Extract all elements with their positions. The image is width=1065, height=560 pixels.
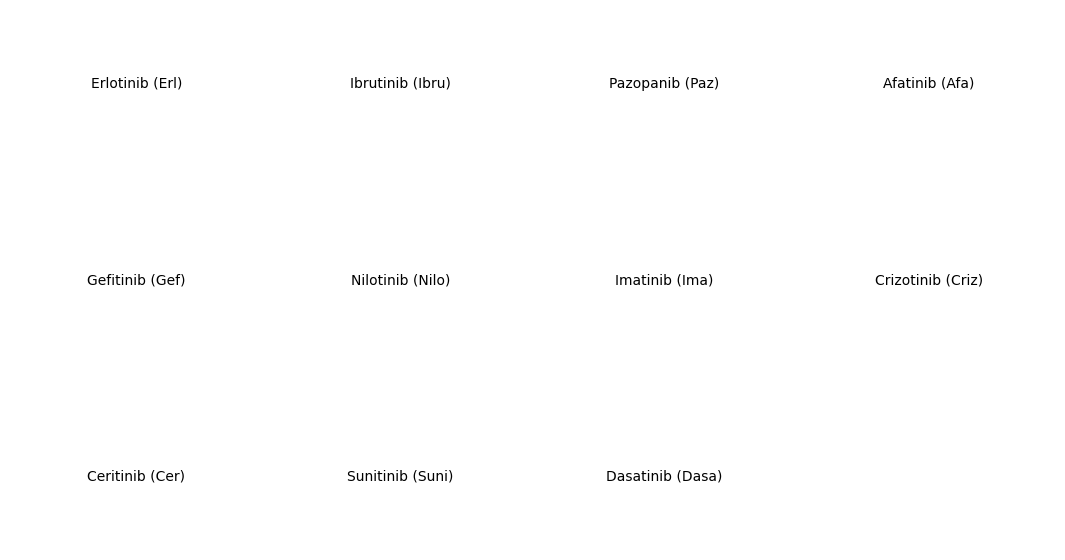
Text: Afatinib (Afa): Afatinib (Afa) bbox=[883, 77, 974, 91]
Text: Nilotinib (Nilo): Nilotinib (Nilo) bbox=[350, 273, 450, 287]
Text: Gefitinib (Gef): Gefitinib (Gef) bbox=[87, 273, 185, 287]
Text: Crizotinib (Criz): Crizotinib (Criz) bbox=[874, 273, 983, 287]
Text: Ceritinib (Cer): Ceritinib (Cer) bbox=[87, 469, 185, 483]
Text: Erlotinib (Erl): Erlotinib (Erl) bbox=[91, 77, 182, 91]
Text: Dasatinib (Dasa): Dasatinib (Dasa) bbox=[606, 469, 723, 483]
Text: Ibrutinib (Ibru): Ibrutinib (Ibru) bbox=[350, 77, 450, 91]
Text: Imatinib (Ima): Imatinib (Ima) bbox=[616, 273, 714, 287]
Text: Pazopanib (Paz): Pazopanib (Paz) bbox=[609, 77, 720, 91]
Text: Sunitinib (Suni): Sunitinib (Suni) bbox=[347, 469, 454, 483]
